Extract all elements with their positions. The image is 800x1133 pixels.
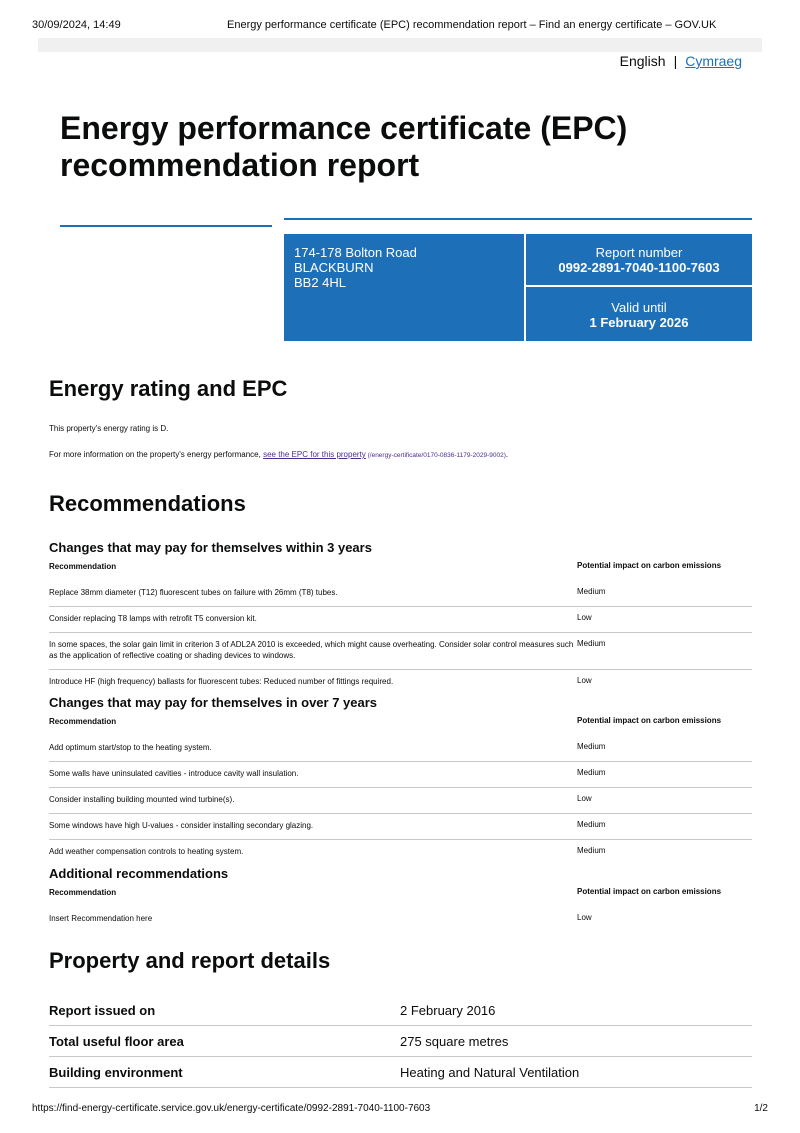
- gray-bar: [38, 38, 762, 52]
- report-number: 0992-2891-7040-1100-7603: [558, 260, 720, 275]
- epc-link-text[interactable]: see the EPC for this property: [263, 450, 366, 459]
- column-header: Recommendation: [49, 717, 117, 726]
- divider: [284, 218, 752, 220]
- suffix: .: [505, 450, 509, 459]
- details-value: 2 February 2016: [400, 1002, 496, 1018]
- report-number-cell: Report number 0992-2891-7040-1100-7603: [524, 234, 752, 287]
- table-row: Consider replacing T8 lamps with retrofi…: [49, 607, 752, 633]
- recommendation-text: In some spaces, the solar gain limit in …: [49, 640, 574, 660]
- more-info-text: For more information on the property's e…: [49, 450, 508, 459]
- recommendation-text: Some windows have high U-values - consid…: [49, 821, 314, 830]
- details-label: Report issued on: [49, 1002, 156, 1018]
- print-page-title: Energy performance certificate (EPC) rec…: [227, 19, 717, 31]
- recommendation-group-title: Additional recommendations: [49, 866, 229, 881]
- table-header: Recommendation Potential impact on carbon…: [49, 561, 752, 581]
- table-header: Recommendation Potential impact on carbon…: [49, 887, 752, 907]
- column-header: Recommendation: [49, 888, 117, 897]
- recommendation-group-title: Changes that may pay for themselves with…: [49, 540, 372, 555]
- details-row: Building environment Heating and Natural …: [49, 1057, 752, 1088]
- impact-value: Low: [577, 794, 592, 803]
- language-current: English: [619, 53, 666, 69]
- impact-value: Medium: [577, 587, 606, 596]
- impact-value: Low: [577, 913, 592, 922]
- details-heading: Property and report details: [49, 948, 331, 973]
- details-row: Report issued on 2 February 2016: [49, 995, 752, 1026]
- table-row: Consider installing building mounted win…: [49, 788, 752, 814]
- energy-rating-text: This property's energy rating is D.: [49, 424, 169, 433]
- impact-value: Low: [577, 613, 592, 622]
- details-value: 275 square metres: [400, 1033, 509, 1049]
- recommendation-text: Consider installing building mounted win…: [49, 795, 235, 804]
- table-row: Introduce HF (high frequency) ballasts f…: [49, 670, 752, 696]
- recommendation-text: Replace 38mm diameter (T12) fluorescent …: [49, 588, 338, 597]
- recommendation-text: Some walls have uninsulated cavities - i…: [49, 769, 299, 778]
- valid-until: 1 February 2026: [589, 315, 689, 330]
- table-row: Some walls have uninsulated cavities - i…: [49, 762, 752, 788]
- address-line: BB2 4HL: [294, 275, 347, 290]
- print-page-number: 1/2: [754, 1103, 768, 1114]
- impact-value: Medium: [577, 742, 606, 751]
- impact-value: Medium: [577, 639, 606, 648]
- recommendation-text: Add optimum start/stop to the heating sy…: [49, 743, 212, 752]
- impact-value: Medium: [577, 820, 606, 829]
- epc-link-path[interactable]: (/energy-certificate/0170-0836-1179-2029…: [365, 452, 506, 459]
- divider: [60, 225, 272, 227]
- valid-until-label: Valid until: [611, 300, 667, 315]
- recommendation-text: Introduce HF (high frequency) ballasts f…: [49, 677, 394, 686]
- recommendations-heading: Recommendations: [49, 491, 246, 516]
- energy-heading: Energy rating and EPC: [49, 376, 288, 401]
- address-line: BLACKBURN: [294, 260, 374, 275]
- impact-value: Low: [577, 676, 592, 685]
- language-cymraeg-link[interactable]: Cymraeg: [685, 53, 742, 69]
- print-datetime: 30/09/2024, 14:49: [32, 19, 121, 31]
- details-value: Heating and Natural Ventilation: [400, 1064, 580, 1080]
- column-header: Potential impact on carbon emissions: [577, 887, 722, 896]
- page-title: Energy performance certificate (EPC) rec…: [60, 110, 628, 183]
- impact-value: Medium: [577, 768, 606, 777]
- print-url: https://find-energy-certificate.service.…: [32, 1103, 431, 1114]
- details-row: Total useful floor area 275 square metres: [49, 1026, 752, 1057]
- column-header: Potential impact on carbon emissions: [577, 561, 722, 570]
- language-separator: |: [673, 53, 678, 69]
- more-info-prefix: For more information on the property's e…: [49, 450, 264, 459]
- recommendation-text: Add weather compensation controls to hea…: [49, 847, 244, 856]
- valid-until-cell: Valid until 1 February 2026: [524, 287, 752, 341]
- recommendation-text: Insert Recommendation here: [49, 914, 153, 923]
- summary-box: 174-178 Bolton Road BLACKBURN BB2 4HL Re…: [284, 234, 752, 341]
- table-row: In some spaces, the solar gain limit in …: [49, 633, 752, 670]
- details-label: Building environment: [49, 1064, 183, 1080]
- recommendation-group-title: Changes that may pay for themselves in o…: [49, 695, 378, 710]
- table-row: Insert Recommendation here Low: [49, 907, 752, 933]
- column-header: Potential impact on carbon emissions: [577, 716, 722, 725]
- table-row: Some windows have high U-values - consid…: [49, 814, 752, 840]
- table-header: Recommendation Potential impact on carbon…: [49, 716, 752, 736]
- table-row: Replace 38mm diameter (T12) fluorescent …: [49, 581, 752, 607]
- address-line: 174-178 Bolton Road: [294, 245, 417, 260]
- language-switcher: English | Cymraeg: [620, 53, 742, 69]
- table-row: Add weather compensation controls to hea…: [49, 840, 752, 866]
- recommendation-text: Consider replacing T8 lamps with retrofi…: [49, 614, 257, 623]
- details-label: Total useful floor area: [49, 1033, 184, 1049]
- address: 174-178 Bolton Road BLACKBURN BB2 4HL: [294, 245, 417, 290]
- table-row: Add optimum start/stop to the heating sy…: [49, 736, 752, 762]
- report-number-label: Report number: [595, 245, 683, 260]
- column-header: Recommendation: [49, 562, 117, 571]
- impact-value: Medium: [577, 846, 606, 855]
- epc-link[interactable]: see the EPC for this property (/energy-c…: [263, 450, 506, 459]
